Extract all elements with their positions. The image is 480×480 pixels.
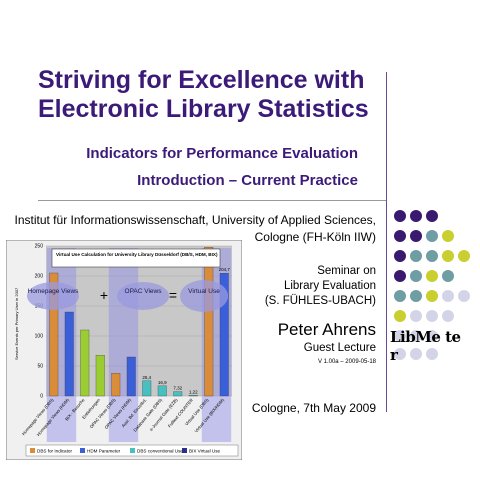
bar bbox=[188, 395, 198, 397]
legend-swatch bbox=[130, 448, 135, 453]
data-label: 7,32 bbox=[173, 386, 182, 391]
dot bbox=[410, 210, 422, 222]
bar bbox=[204, 247, 214, 397]
dot bbox=[394, 330, 406, 342]
bar bbox=[111, 373, 121, 397]
presenter-name: Peter Ahrens bbox=[277, 320, 376, 339]
bar bbox=[64, 311, 74, 397]
bar bbox=[95, 355, 105, 397]
data-labels: 25,4 16,9 7,32 1,22 204,7 bbox=[142, 267, 230, 394]
dot bbox=[410, 330, 422, 342]
bar bbox=[49, 272, 59, 397]
dot bbox=[426, 348, 438, 360]
title-line-1: Striving for Excellence with bbox=[38, 66, 365, 94]
bar bbox=[80, 329, 90, 397]
dot bbox=[426, 230, 438, 242]
bar bbox=[173, 391, 183, 397]
dot bbox=[394, 250, 406, 262]
chart-title: Virtual Use Calculation for University L… bbox=[56, 252, 218, 257]
dot bbox=[394, 348, 406, 360]
legend-label: DBS for Indicator bbox=[37, 449, 72, 454]
y-tick-label: 0 bbox=[40, 394, 43, 400]
dot bbox=[394, 290, 406, 302]
dot bbox=[426, 330, 438, 342]
seminar-info: Seminar on Library Evaluation (S. FÜHLES… bbox=[265, 264, 376, 309]
dot bbox=[426, 310, 438, 322]
dot bbox=[458, 250, 470, 262]
seminar-line-1: Seminar on bbox=[317, 265, 376, 277]
subtitle-introduction: Introduction – Current Practice bbox=[137, 172, 358, 189]
legend-swatch bbox=[182, 448, 187, 453]
formula-ellipse-homepage bbox=[27, 282, 79, 310]
dot bbox=[410, 348, 422, 360]
bar-series bbox=[49, 247, 229, 397]
legend-label: DBS conventional Use bbox=[137, 449, 183, 454]
bar bbox=[142, 380, 152, 397]
dot bbox=[410, 270, 422, 282]
chart-title-box bbox=[51, 248, 221, 268]
data-label: 25,4 bbox=[142, 375, 151, 380]
seminar-line-3: (S. FÜHLES-UBACH) bbox=[264, 295, 376, 307]
legend-swatch bbox=[30, 448, 35, 453]
dot bbox=[426, 290, 438, 302]
dot bbox=[410, 310, 422, 322]
horizontal-divider bbox=[38, 200, 386, 201]
formula-term-virtual: Virtual Use bbox=[188, 288, 220, 295]
formula-equals: = bbox=[169, 287, 177, 303]
y-tick-label: 200 bbox=[35, 274, 44, 280]
dot bbox=[442, 310, 454, 322]
bar bbox=[219, 273, 229, 397]
dot bbox=[426, 250, 438, 262]
presentation-title: Striving for Excellence with Electronic … bbox=[38, 66, 378, 124]
dot bbox=[442, 230, 454, 242]
seminar-line-2: Library Evaluation bbox=[283, 280, 376, 292]
title-line-2: Electronic Library Statistics bbox=[38, 95, 369, 123]
dot bbox=[426, 210, 438, 222]
legend-label: BIX Virtual Use bbox=[189, 449, 221, 454]
dot bbox=[442, 250, 454, 262]
subtitle-indicators: Indicators for Performance Evaluation bbox=[86, 145, 358, 162]
data-label: 204,7 bbox=[219, 267, 231, 272]
highlight-band bbox=[108, 248, 139, 442]
data-label: 1,22 bbox=[189, 389, 198, 394]
institute-line-2: Cologne (FH-Köln IIW) bbox=[254, 230, 376, 244]
dot bbox=[410, 250, 422, 262]
logo-line-2: r bbox=[390, 346, 398, 364]
formula-ellipse-virtual bbox=[180, 280, 228, 312]
legend-label: HDM Parameter bbox=[87, 449, 121, 454]
libmeter-logo: LibMe te r bbox=[390, 328, 461, 364]
dot bbox=[442, 270, 454, 282]
dot bbox=[426, 270, 438, 282]
formula-term-homepage: Homepage Views bbox=[28, 288, 80, 295]
institute-line-1: Institut für Informationswissenschaft, U… bbox=[14, 213, 377, 227]
vertical-divider bbox=[386, 72, 387, 412]
formula-plus: + bbox=[100, 287, 108, 303]
dot bbox=[410, 290, 422, 302]
dot bbox=[394, 310, 406, 322]
legend-swatch bbox=[80, 448, 85, 453]
version-label: V 1.00a – 2009-05-18 bbox=[317, 359, 376, 365]
dot bbox=[394, 210, 406, 222]
y-tick-label: 100 bbox=[35, 334, 44, 340]
y-tick-label: 50 bbox=[37, 364, 43, 370]
dot bbox=[394, 270, 406, 282]
dot bbox=[442, 290, 454, 302]
bar bbox=[157, 385, 167, 397]
presentation-date: Cologne, 7th May 2009 bbox=[251, 401, 376, 415]
formula-ellipse-opac bbox=[117, 282, 169, 310]
y-axis-label: Service Events per Primary User in 2007 bbox=[14, 287, 19, 360]
presenter-role: Guest Lecture bbox=[303, 342, 376, 354]
logo-line-1: LibMe te bbox=[390, 328, 461, 346]
data-label: 16,9 bbox=[158, 380, 167, 385]
bar bbox=[126, 356, 136, 397]
plot-area bbox=[46, 246, 232, 396]
dot bbox=[410, 230, 422, 242]
dot bbox=[394, 230, 406, 242]
chart-legend: DBS for Indicator HDM Parameter DBS conven… bbox=[25, 444, 239, 457]
formula-term-opac: OPAC Views bbox=[125, 288, 163, 295]
y-tick-label: 250 bbox=[35, 244, 44, 250]
dot bbox=[458, 290, 470, 302]
